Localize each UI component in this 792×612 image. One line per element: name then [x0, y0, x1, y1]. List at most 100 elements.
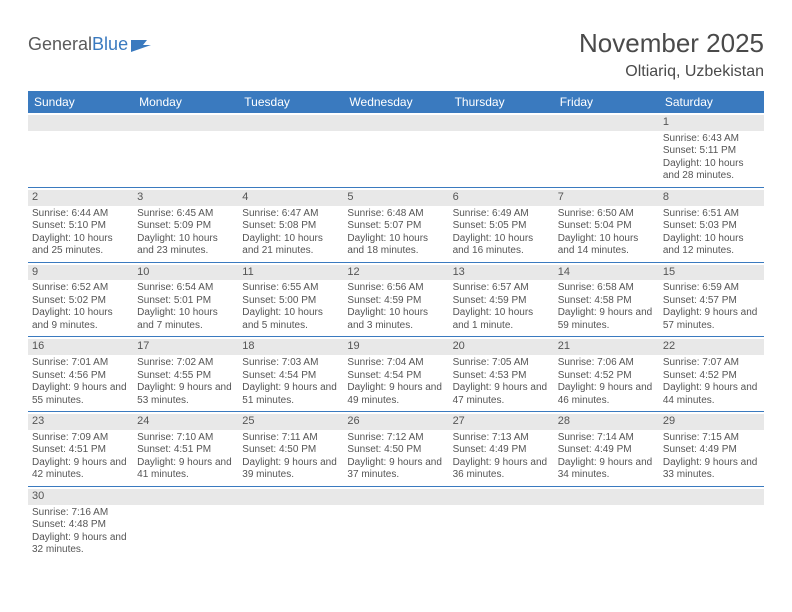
day-number [343, 115, 448, 131]
day-number: 1 [659, 115, 764, 131]
sunrise-text: Sunrise: 7:14 AM [558, 432, 655, 445]
sunrise-text: Sunrise: 7:01 AM [32, 357, 129, 370]
day-number: 7 [554, 190, 659, 206]
day-number: 23 [28, 414, 133, 430]
day-number: 29 [659, 414, 764, 430]
sunrise-text: Sunrise: 6:56 AM [347, 282, 444, 295]
daylight-text: Daylight: 10 hours and 9 minutes. [32, 307, 129, 332]
daylight-text: Daylight: 9 hours and 33 minutes. [663, 457, 760, 482]
sunset-text: Sunset: 4:55 PM [137, 370, 234, 383]
calendar-day: 19Sunrise: 7:04 AMSunset: 4:54 PMDayligh… [343, 337, 448, 411]
sunset-text: Sunset: 5:02 PM [32, 295, 129, 308]
calendar-day: 20 Sunrise: 7:05 AMSunset: 4:53 PMDayligh… [449, 337, 554, 411]
daylight-text: Daylight: 9 hours and 32 minutes. [32, 532, 129, 557]
daylight-text: Daylight: 10 hours and 25 minutes. [32, 233, 129, 258]
sunset-text: Sunset: 5:09 PM [137, 220, 234, 233]
calendar-day: 18Sunrise: 7:03 AMSunset: 4:54 PMDayligh… [238, 337, 343, 411]
sunset-text: Sunset: 4:51 PM [32, 444, 129, 457]
logo-flag-icon [131, 38, 151, 52]
daylight-text: Daylight: 10 hours and 5 minutes. [242, 307, 339, 332]
calendar-week: 9Sunrise: 6:52 AMSunset: 5:02 PMDaylight… [28, 263, 764, 338]
daylight-text: Daylight: 9 hours and 51 minutes. [242, 382, 339, 407]
daylight-text: Daylight: 9 hours and 47 minutes. [453, 382, 550, 407]
weekday-label: Tuesday [238, 91, 343, 113]
sunrise-text: Sunrise: 7:07 AM [663, 357, 760, 370]
day-number: 13 [449, 265, 554, 281]
day-number: 27 [449, 414, 554, 430]
sunset-text: Sunset: 4:57 PM [663, 295, 760, 308]
sunset-text: Sunset: 4:52 PM [663, 370, 760, 383]
calendar-empty [238, 487, 343, 561]
logo-text-2: Blue [92, 34, 128, 55]
calendar-week: 2Sunrise: 6:44 AMSunset: 5:10 PMDaylight… [28, 188, 764, 263]
day-number: 24 [133, 414, 238, 430]
day-number: 8 [659, 190, 764, 206]
title-block: November 2025 Oltiariq, Uzbekistan [579, 28, 764, 81]
calendar-empty [449, 113, 554, 187]
calendar-day: 28Sunrise: 7:14 AMSunset: 4:49 PMDayligh… [554, 412, 659, 486]
day-number: 20 [449, 339, 554, 355]
calendar-day: 6Sunrise: 6:49 AMSunset: 5:05 PMDaylight… [449, 188, 554, 262]
location: Oltiariq, Uzbekistan [579, 63, 764, 81]
calendar-day: 30Sunrise: 7:16 AMSunset: 4:48 PMDayligh… [28, 487, 133, 561]
sunset-text: Sunset: 4:50 PM [347, 444, 444, 457]
calendar-week: 16Sunrise: 7:01 AMSunset: 4:56 PMDayligh… [28, 337, 764, 412]
sunrise-text: Sunrise: 6:59 AM [663, 282, 760, 295]
daylight-text: Daylight: 9 hours and 37 minutes. [347, 457, 444, 482]
day-number: 9 [28, 265, 133, 281]
calendar-day: 2Sunrise: 6:44 AMSunset: 5:10 PMDaylight… [28, 188, 133, 262]
day-number [554, 489, 659, 505]
sunrise-text: Sunrise: 6:47 AM [242, 208, 339, 221]
sunrise-text: Sunrise: 7:16 AM [32, 507, 129, 520]
calendar-empty [343, 113, 448, 187]
sunset-text: Sunset: 4:49 PM [663, 444, 760, 457]
day-number [238, 489, 343, 505]
sunset-text: Sunset: 4:56 PM [32, 370, 129, 383]
calendar-day: 7Sunrise: 6:50 AMSunset: 5:04 PMDaylight… [554, 188, 659, 262]
weekday-label: Thursday [449, 91, 554, 113]
sunrise-text: Sunrise: 6:44 AM [32, 208, 129, 221]
daylight-text: Daylight: 10 hours and 12 minutes. [663, 233, 760, 258]
day-number [133, 115, 238, 131]
day-number [449, 115, 554, 131]
day-number [133, 489, 238, 505]
weekday-header: Sunday Monday Tuesday Wednesday Thursday… [28, 91, 764, 113]
sunrise-text: Sunrise: 7:09 AM [32, 432, 129, 445]
daylight-text: Daylight: 10 hours and 1 minute. [453, 307, 550, 332]
calendar-day: 9Sunrise: 6:52 AMSunset: 5:02 PMDaylight… [28, 263, 133, 337]
day-number: 10 [133, 265, 238, 281]
calendar-week: 1Sunrise: 6:43 AMSunset: 5:11 PMDaylight… [28, 113, 764, 188]
calendar-empty [659, 487, 764, 561]
sunrise-text: Sunrise: 7:05 AM [453, 357, 550, 370]
calendar-day: 22Sunrise: 7:07 AMSunset: 4:52 PMDayligh… [659, 337, 764, 411]
daylight-text: Daylight: 10 hours and 21 minutes. [242, 233, 339, 258]
sunset-text: Sunset: 5:08 PM [242, 220, 339, 233]
day-number: 19 [343, 339, 448, 355]
sunset-text: Sunset: 4:53 PM [453, 370, 550, 383]
day-number [659, 489, 764, 505]
weekday-label: Monday [133, 91, 238, 113]
sunrise-text: Sunrise: 6:52 AM [32, 282, 129, 295]
day-number [343, 489, 448, 505]
sunrise-text: Sunrise: 6:45 AM [137, 208, 234, 221]
daylight-text: Daylight: 9 hours and 44 minutes. [663, 382, 760, 407]
calendar-day: 14Sunrise: 6:58 AMSunset: 4:58 PMDayligh… [554, 263, 659, 337]
day-number: 14 [554, 265, 659, 281]
day-number: 12 [343, 265, 448, 281]
weekday-label: Friday [554, 91, 659, 113]
sunset-text: Sunset: 4:59 PM [347, 295, 444, 308]
calendar-day: 29Sunrise: 7:15 AMSunset: 4:49 PMDayligh… [659, 412, 764, 486]
calendar-day: 26Sunrise: 7:12 AMSunset: 4:50 PMDayligh… [343, 412, 448, 486]
sunset-text: Sunset: 5:01 PM [137, 295, 234, 308]
calendar-day: 25Sunrise: 7:11 AMSunset: 4:50 PMDayligh… [238, 412, 343, 486]
calendar-day: 21Sunrise: 7:06 AMSunset: 4:52 PMDayligh… [554, 337, 659, 411]
sunrise-text: Sunrise: 7:12 AM [347, 432, 444, 445]
sunrise-text: Sunrise: 7:11 AM [242, 432, 339, 445]
sunset-text: Sunset: 4:59 PM [453, 295, 550, 308]
sunset-text: Sunset: 4:49 PM [558, 444, 655, 457]
daylight-text: Daylight: 9 hours and 46 minutes. [558, 382, 655, 407]
daylight-text: Daylight: 9 hours and 53 minutes. [137, 382, 234, 407]
day-number: 3 [133, 190, 238, 206]
calendar-week: 30Sunrise: 7:16 AMSunset: 4:48 PMDayligh… [28, 487, 764, 561]
calendar-day: 3Sunrise: 6:45 AMSunset: 5:09 PMDaylight… [133, 188, 238, 262]
